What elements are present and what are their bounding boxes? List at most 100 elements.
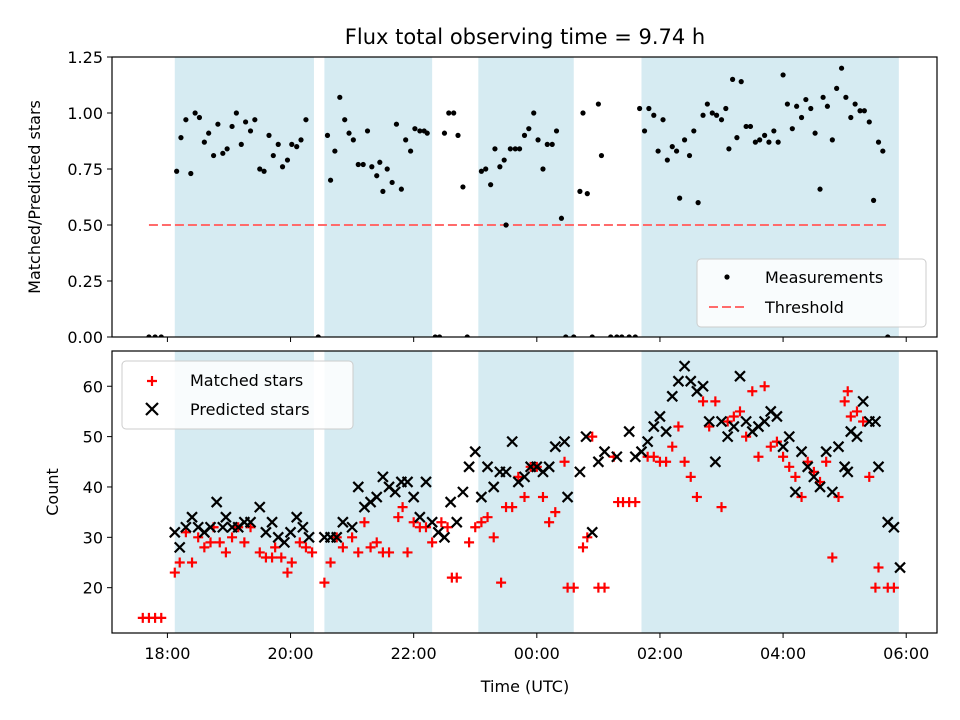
measurement-point (324, 132, 331, 138)
predicted-star-marker (370, 491, 383, 503)
matched-star-marker (220, 547, 231, 558)
measurement-point (757, 137, 763, 143)
predicted-star-marker (684, 375, 697, 387)
matched-star-marker (873, 562, 884, 573)
measurement-point (220, 150, 226, 156)
measurement-point (501, 157, 507, 163)
matched-star-marker (888, 582, 899, 593)
measurement-point (857, 108, 863, 114)
measurement-point (270, 152, 276, 159)
predicted-star-marker (558, 435, 571, 448)
measurement-point (584, 191, 590, 197)
measurement-point (803, 96, 809, 103)
measurement-point (549, 141, 555, 147)
matched-star-marker (451, 572, 462, 583)
measurement-point (201, 139, 207, 145)
predicted-star-marker (475, 491, 488, 503)
predicted-star-marker (487, 481, 500, 493)
matched-star-marker (784, 461, 795, 472)
measurement-point (713, 112, 720, 118)
measurement-point (424, 130, 430, 136)
predicted-star-marker (420, 476, 432, 488)
predicted-star-marker (715, 415, 728, 428)
matched-star-marker (550, 507, 561, 518)
measurement-point (492, 146, 498, 152)
predicted-star-marker (795, 445, 808, 458)
matched-star-marker (747, 386, 758, 397)
measurement-point (478, 168, 485, 174)
matched-star-marker (722, 416, 733, 427)
matched-star-marker (778, 451, 789, 462)
count-y-axis-label: Count (43, 468, 62, 516)
measurement-point (289, 141, 295, 147)
predicted-star-marker (500, 466, 512, 478)
measurement-point (369, 164, 375, 170)
measurement-point (709, 110, 715, 116)
measurement-point (875, 139, 882, 145)
measurement-point (766, 139, 772, 145)
matched-star-marker (685, 471, 696, 482)
predicted-star-marker (173, 541, 186, 554)
measurement-point (380, 188, 386, 194)
measurement-point (820, 94, 826, 100)
predicted-star-marker (253, 501, 266, 513)
measurement-point (284, 157, 291, 163)
matched-star-marker (270, 542, 281, 553)
predicted-star-marker (481, 461, 494, 473)
ratio-series-measurements (146, 65, 891, 337)
predicted-star-marker (543, 461, 555, 473)
measurement-point (377, 159, 383, 165)
measurement-point (503, 222, 509, 228)
predicted-star-marker (561, 491, 574, 503)
measurement-point (866, 119, 872, 125)
measurement-point (691, 128, 697, 134)
matched-star-marker (174, 557, 185, 568)
ratio-plot-area (146, 57, 899, 337)
matched-star-marker (839, 396, 850, 407)
ratio-y-tick-label: 0.00 (67, 328, 103, 347)
matched-star-marker (698, 396, 709, 407)
measurement-point (408, 148, 414, 154)
measurement-point (521, 132, 528, 138)
count-y-tick-label: 50 (83, 428, 103, 447)
legend-box (121, 360, 354, 430)
count-y-tick-label: 20 (83, 579, 103, 598)
count-y-tick-label: 40 (83, 478, 103, 497)
measurement-point (885, 334, 891, 337)
measurement-point (762, 132, 768, 138)
measurement-point (224, 146, 230, 152)
x-axis-label: Time (UTC) (480, 677, 569, 696)
matched-star-marker (254, 547, 265, 558)
x-tick-label: 02:00 (637, 644, 683, 663)
matched-star-marker (507, 502, 518, 513)
measurement-point (364, 128, 371, 134)
matched-star-marker (667, 441, 678, 452)
predicted-star-marker (648, 420, 660, 433)
predicted-star-marker (672, 375, 685, 387)
matched-star-marker (734, 406, 745, 417)
measurement-point (544, 141, 550, 147)
matched-star-marker (384, 547, 395, 558)
measurement-point (158, 334, 164, 337)
matched-star-marker (716, 502, 727, 513)
measurement-point (686, 152, 693, 159)
matched-star-marker (470, 522, 481, 533)
measurement-point (669, 144, 675, 150)
measurement-point (174, 168, 180, 174)
measurement-point (229, 123, 235, 130)
count-observing-window (478, 351, 574, 633)
matched-star-marker (821, 456, 832, 467)
measurement-point (747, 123, 754, 130)
predicted-star-marker (641, 435, 654, 448)
measurement-point (535, 137, 541, 143)
matched-star-marker (156, 612, 167, 623)
predicted-star-marker (352, 481, 365, 493)
measurement-point (789, 126, 795, 132)
matched-star-marker (205, 537, 216, 548)
measurement-point (315, 334, 321, 337)
predicted-star-marker (217, 521, 229, 534)
measurement-point (843, 94, 849, 100)
matched-star-marker (239, 537, 250, 548)
matched-star-marker (771, 436, 782, 447)
measurement-point (838, 65, 845, 71)
